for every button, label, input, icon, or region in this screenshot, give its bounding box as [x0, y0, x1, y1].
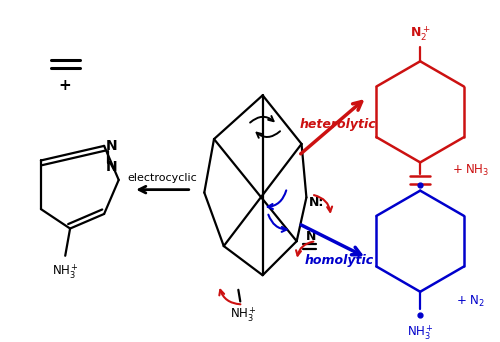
Text: +: +	[59, 78, 72, 93]
Text: + NH$_3$: + NH$_3$	[452, 163, 490, 178]
Text: NH$_3^+$: NH$_3^+$	[230, 305, 256, 324]
Text: homolytic: homolytic	[305, 254, 374, 267]
Text: + N$_2$: + N$_2$	[456, 294, 485, 309]
Text: N: N	[106, 160, 118, 174]
Text: NH$_3^+$: NH$_3^+$	[406, 323, 434, 342]
Text: N: N	[306, 230, 316, 243]
Text: heterolytic: heterolytic	[299, 118, 376, 131]
Text: N$_2^+$: N$_2^+$	[410, 25, 430, 43]
Text: N:: N:	[308, 196, 324, 209]
Text: N: N	[106, 139, 118, 153]
Text: electrocyclic: electrocyclic	[128, 173, 198, 183]
Text: NH$_3^+$: NH$_3^+$	[52, 262, 78, 281]
